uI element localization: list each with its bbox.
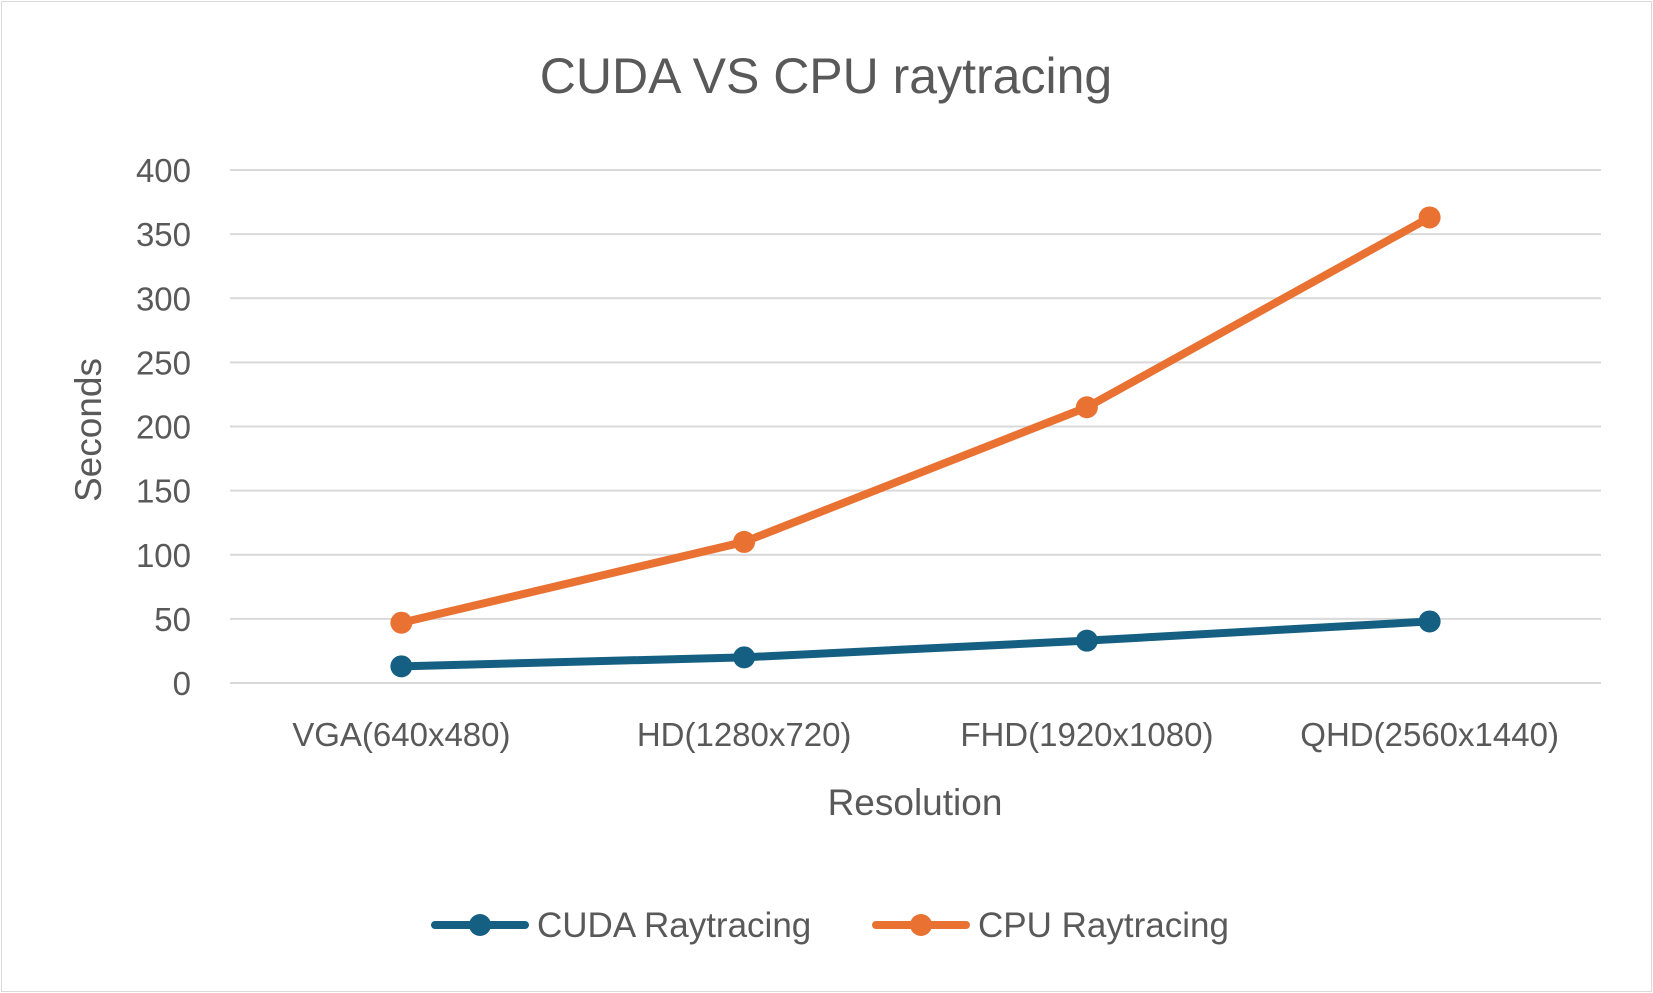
data-point <box>1075 396 1098 419</box>
x-tick-label: VGA(640x480) <box>292 716 510 753</box>
legend-swatch-marker <box>910 914 932 936</box>
x-tick-label: HD(1280x720) <box>637 716 852 753</box>
gridlines <box>230 169 1601 684</box>
y-axis-label: Seconds <box>68 358 109 502</box>
y-tick-label: 50 <box>154 601 191 638</box>
legend-swatch-marker <box>469 914 491 936</box>
data-point <box>390 655 413 678</box>
y-tick-label: 100 <box>136 537 191 574</box>
data-point <box>1418 206 1441 229</box>
y-tick-label: 350 <box>136 216 191 253</box>
y-tick-label: 300 <box>136 280 191 317</box>
legend: CUDA Raytracing CPU Raytracing <box>431 906 1229 945</box>
x-tick-label: FHD(1920x1080) <box>960 716 1213 753</box>
x-tick-label: QHD(2560x1440) <box>1300 716 1559 753</box>
y-tick-label: 150 <box>136 473 191 510</box>
series-line-0 <box>397 617 1434 671</box>
data-point <box>733 646 756 669</box>
series-points <box>390 206 1441 678</box>
legend-label: CPU Raytracing <box>978 906 1229 945</box>
y-tick-label: 400 <box>136 152 191 189</box>
series-lines <box>397 213 1434 671</box>
x-tick-labels: VGA(640x480) HD(1280x720) FHD(1920x1080) QH… <box>292 716 1559 753</box>
x-axis-label: Resolution <box>828 782 1003 823</box>
chart-title: CUDA VS CPU raytracing <box>540 48 1112 104</box>
series-line-1 <box>397 213 1434 627</box>
y-tick-label: 200 <box>136 409 191 446</box>
data-point <box>1075 629 1098 652</box>
legend-label: CUDA Raytracing <box>537 906 811 945</box>
y-tick-label: 0 <box>173 665 191 702</box>
y-tick-labels: 0 50 100 150 200 250 300 350 400 <box>136 152 191 702</box>
y-tick-label: 250 <box>136 344 191 381</box>
data-point <box>390 611 413 634</box>
data-point <box>733 530 756 553</box>
data-point <box>1418 610 1441 633</box>
